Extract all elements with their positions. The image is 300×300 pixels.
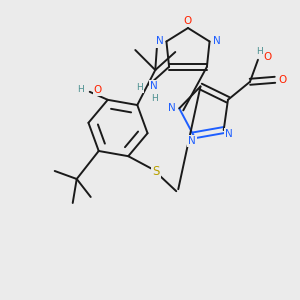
Text: N: N	[225, 129, 232, 139]
Text: N: N	[168, 103, 176, 113]
Text: N: N	[150, 81, 158, 91]
Text: H: H	[151, 94, 158, 103]
Text: H: H	[256, 47, 263, 56]
Text: N: N	[156, 37, 163, 46]
Text: H: H	[77, 85, 84, 94]
Text: O: O	[94, 85, 102, 95]
Text: O: O	[184, 16, 192, 26]
Text: H: H	[136, 83, 143, 92]
Text: O: O	[279, 75, 287, 85]
Text: N: N	[213, 37, 220, 46]
Text: S: S	[153, 165, 160, 178]
Text: O: O	[264, 52, 272, 62]
Text: N: N	[188, 136, 196, 146]
